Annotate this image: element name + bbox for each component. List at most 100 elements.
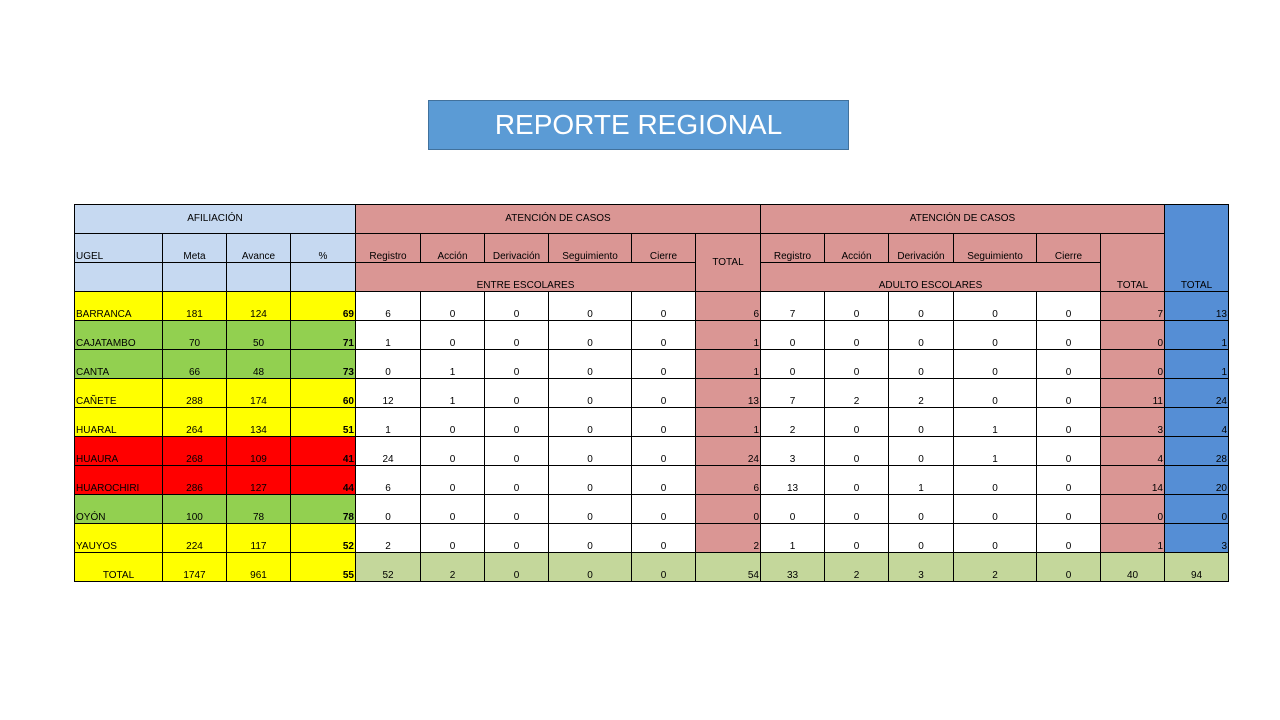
adultos-accion-cell: 0 <box>824 349 889 379</box>
total-pct-cell: 55 <box>290 552 356 582</box>
adultos-derivacion-cell: 0 <box>888 436 954 466</box>
table-row: OYÓN 100 78 78 0 0 0 0 0 0 0 0 0 0 0 0 0 <box>74 494 1229 524</box>
meta-cell: 70 <box>162 320 227 350</box>
total-label-cell: TOTAL <box>74 552 163 582</box>
adultos-derivacion-cell: 0 <box>888 494 954 524</box>
adultos-accion-cell: 0 <box>824 494 889 524</box>
meta-cell: 66 <box>162 349 227 379</box>
registro-adulto-header: Registro <box>760 233 825 263</box>
header-row-2: UGEL Meta Avance % Registro Acción Deriv… <box>74 233 1229 292</box>
adultos-registro-cell: 0 <box>760 494 825 524</box>
meta-cell: 286 <box>162 465 227 495</box>
pct-cell: 71 <box>290 320 356 350</box>
pct-cell: 41 <box>290 436 356 466</box>
seguimiento-header: Seguimiento <box>548 233 632 263</box>
escolares-derivacion-cell: 0 <box>484 436 549 466</box>
total-escolares-total-cell: 54 <box>695 552 761 582</box>
total-general-cell: 24 <box>1164 378 1229 408</box>
escolares-cierre-cell: 0 <box>631 407 696 437</box>
escolares-derivacion-cell: 0 <box>484 407 549 437</box>
ugel-cell: CANTA <box>74 349 163 379</box>
meta-cell: 100 <box>162 494 227 524</box>
ugel-cell: HUARAL <box>74 407 163 437</box>
adultos-seguimiento-cell: 0 <box>953 291 1037 321</box>
blank-header-cell <box>74 262 163 292</box>
escolares-registro-cell: 6 <box>355 465 421 495</box>
meta-cell: 181 <box>162 291 227 321</box>
adultos-accion-cell: 2 <box>824 378 889 408</box>
adultos-cierre-cell: 0 <box>1036 407 1101 437</box>
header-row-1: AFILIACIÓN ATENCIÓN DE CASOS ATENCIÓN DE… <box>74 204 1229 292</box>
escolares-cierre-cell: 0 <box>631 436 696 466</box>
total-escolares-header: TOTAL <box>695 233 761 292</box>
adultos-derivacion-cell: 0 <box>888 523 954 553</box>
adultos-registro-cell: 1 <box>760 523 825 553</box>
escolares-seguimiento-cell: 0 <box>548 349 632 379</box>
avance-cell: 124 <box>226 291 291 321</box>
avance-cell: 127 <box>226 465 291 495</box>
adultos-total-cell: 0 <box>1100 494 1165 524</box>
total-row: TOTAL 1747 961 55 52 2 0 0 0 54 33 2 3 2 0 40 94 <box>74 552 1229 582</box>
table-row: CANTA 66 48 73 0 1 0 0 0 1 0 0 0 0 0 0 1 <box>74 349 1229 379</box>
escolares-registro-cell: 6 <box>355 291 421 321</box>
table-row: CAJATAMBO 70 50 71 1 0 0 0 0 1 0 0 0 0 0 0 1 <box>74 320 1229 350</box>
escolares-derivacion-cell: 0 <box>484 291 549 321</box>
escolares-derivacion-cell: 0 <box>484 465 549 495</box>
adultos-cierre-cell: 0 <box>1036 523 1101 553</box>
escolares-accion-cell: 1 <box>420 378 485 408</box>
total-general-cell: 20 <box>1164 465 1229 495</box>
avance-cell: 48 <box>226 349 291 379</box>
total-avance-cell: 961 <box>226 552 291 582</box>
registro-header: Registro <box>355 233 421 263</box>
adultos-accion-cell: 0 <box>824 523 889 553</box>
derivacion-header: Derivación <box>484 233 549 263</box>
meta-cell: 288 <box>162 378 227 408</box>
cierre-adulto-header: Cierre <box>1036 233 1101 263</box>
escolares-accion-cell: 0 <box>420 320 485 350</box>
escolares-derivacion-cell: 0 <box>484 523 549 553</box>
blank-header-cell <box>226 262 291 292</box>
escolares-accion-cell: 0 <box>420 291 485 321</box>
atencion-casos-adultos-header: ATENCIÓN DE CASOS <box>760 204 1165 234</box>
escolares-derivacion-cell: 0 <box>484 378 549 408</box>
total-escolares-accion-cell: 2 <box>420 552 485 582</box>
accion-header: Acción <box>420 233 485 263</box>
avance-cell: 134 <box>226 407 291 437</box>
total-adultos-derivacion-cell: 3 <box>888 552 954 582</box>
escolares-total-cell: 24 <box>695 436 761 466</box>
total-adultos-total-cell: 40 <box>1100 552 1165 582</box>
avance-cell: 109 <box>226 436 291 466</box>
meta-cell: 264 <box>162 407 227 437</box>
meta-header: Meta <box>162 233 227 263</box>
adultos-registro-cell: 2 <box>760 407 825 437</box>
report-title: REPORTE REGIONAL <box>428 100 849 150</box>
meta-cell: 268 <box>162 436 227 466</box>
adultos-derivacion-cell: 0 <box>888 320 954 350</box>
total-meta-cell: 1747 <box>162 552 227 582</box>
accion-adulto-header: Acción <box>824 233 889 263</box>
escolares-accion-cell: 0 <box>420 523 485 553</box>
avance-header: Avance <box>226 233 291 263</box>
escolares-seguimiento-cell: 0 <box>548 378 632 408</box>
adultos-seguimiento-cell: 0 <box>953 320 1037 350</box>
adultos-derivacion-cell: 0 <box>888 407 954 437</box>
adultos-registro-cell: 0 <box>760 349 825 379</box>
escolares-registro-cell: 0 <box>355 349 421 379</box>
total-general-cell: 4 <box>1164 407 1229 437</box>
total-escolares-seguimiento-cell: 0 <box>548 552 632 582</box>
escolares-total-cell: 1 <box>695 407 761 437</box>
adultos-cierre-cell: 0 <box>1036 465 1101 495</box>
escolares-registro-cell: 0 <box>355 494 421 524</box>
escolares-registro-cell: 2 <box>355 523 421 553</box>
escolares-registro-cell: 12 <box>355 378 421 408</box>
adultos-accion-cell: 0 <box>824 436 889 466</box>
total-adultos-registro-cell: 33 <box>760 552 825 582</box>
ugel-cell: OYÓN <box>74 494 163 524</box>
pct-cell: 52 <box>290 523 356 553</box>
adultos-total-cell: 7 <box>1100 291 1165 321</box>
escolares-cierre-cell: 0 <box>631 465 696 495</box>
total-general-cell: 13 <box>1164 291 1229 321</box>
escolares-seguimiento-cell: 0 <box>548 291 632 321</box>
escolares-seguimiento-cell: 0 <box>548 523 632 553</box>
escolares-cierre-cell: 0 <box>631 291 696 321</box>
